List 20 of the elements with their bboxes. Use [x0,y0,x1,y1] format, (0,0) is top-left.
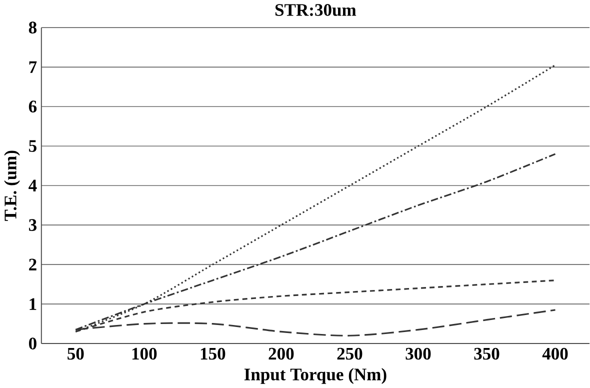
y-tick-label: 8 [28,22,37,34]
x-tick-label: 250 [337,348,362,360]
x-axis-title: Input Torque (Nm) [244,368,386,384]
y-tick-label: 6 [28,100,37,112]
y-tick-label: 5 [29,140,36,152]
x-tick-label: 50 [68,348,84,360]
y-tick-label: 4 [28,180,37,192]
x-tick-label: 300 [406,348,431,360]
x-tick-label: 400 [542,348,568,360]
chart-title: STR:30um [275,4,356,16]
y-tick-label: 3 [29,219,37,231]
y-tick-label: 0 [29,338,36,350]
y-tick-label: 2 [29,258,36,270]
x-tick-label: 350 [474,348,500,360]
y-axis-title: T.E. (um) [4,150,20,221]
y-tick-label: 7 [29,61,37,73]
x-tick-label: 100 [132,348,157,360]
x-tick-label: 150 [200,348,226,360]
x-tick-label: 200 [268,348,294,360]
y-tick-label: 1 [30,298,36,310]
